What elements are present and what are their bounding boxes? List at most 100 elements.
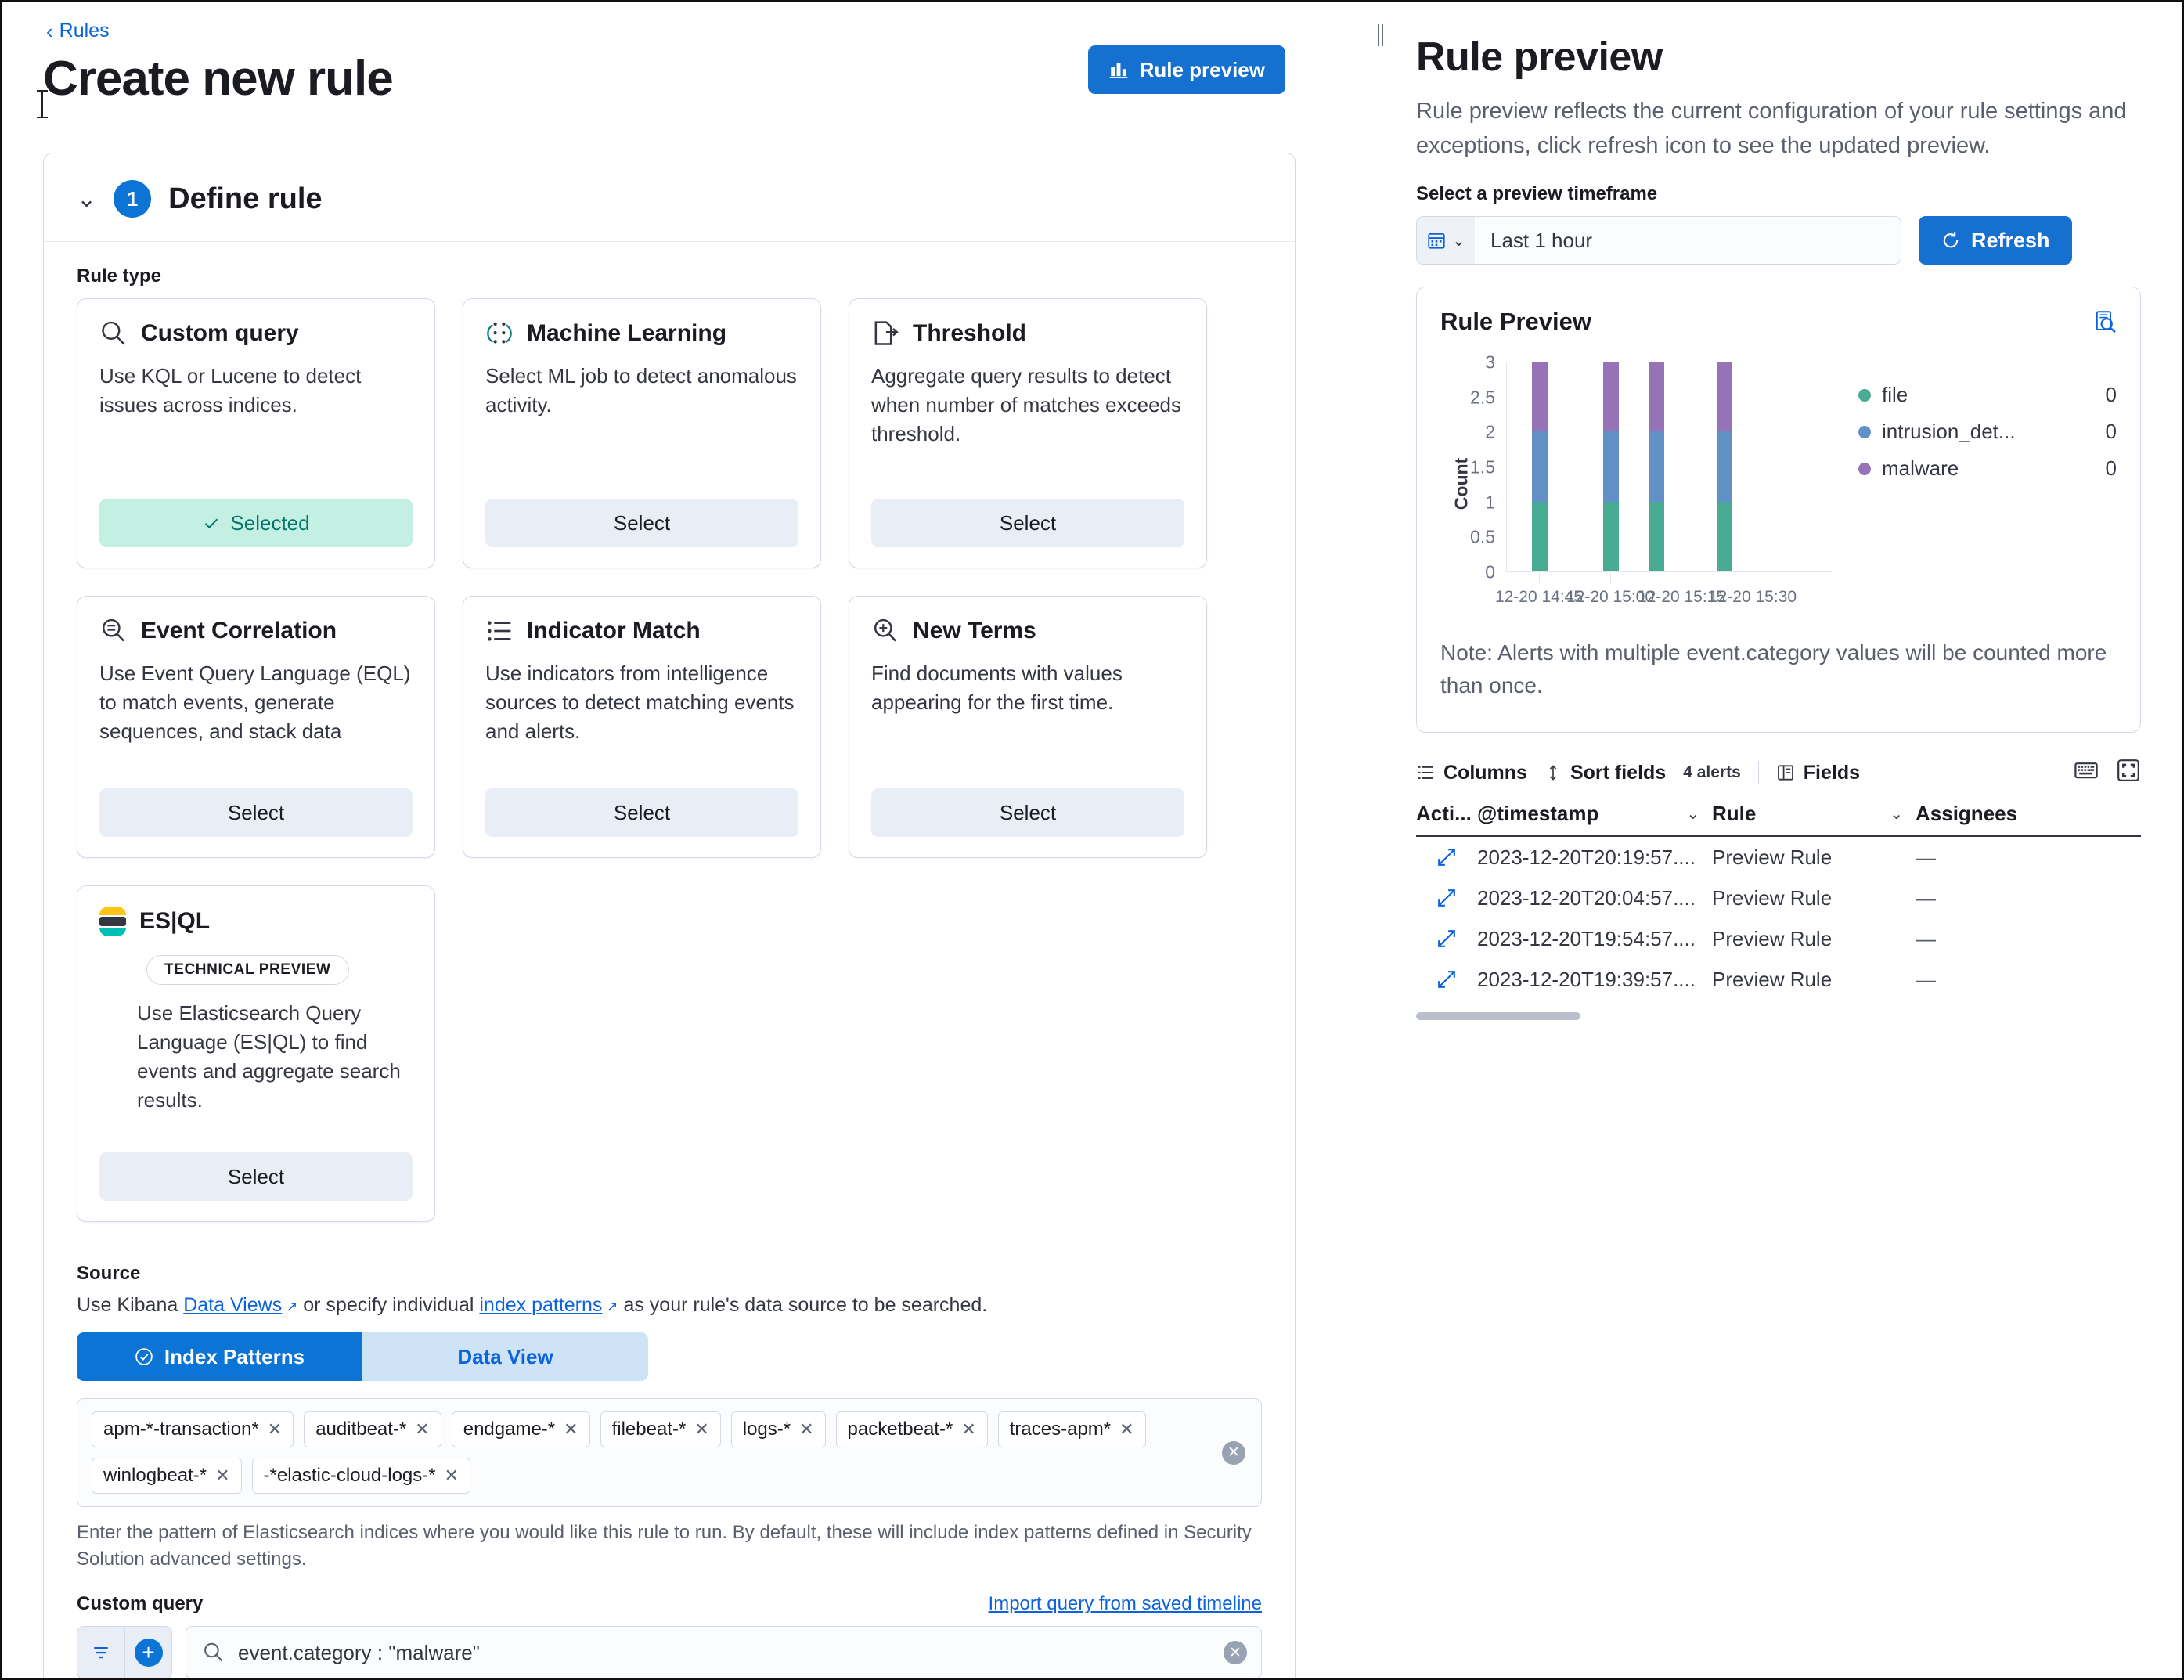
select-button-custom-query[interactable]: Selected	[99, 499, 413, 547]
select-button-label: Select	[999, 800, 1057, 824]
chip-remove-icon[interactable]: ✕	[1119, 1419, 1134, 1439]
select-button-indicator-match[interactable]: Select	[485, 788, 798, 837]
chip-remove-icon[interactable]: ✕	[694, 1419, 709, 1439]
select-button-new-terms[interactable]: Select	[871, 788, 1184, 837]
index-pattern-chip[interactable]: traces-apm* ✕	[997, 1411, 1146, 1447]
fullscreen-button[interactable]	[2116, 758, 2141, 788]
plus-circle-icon: +	[134, 1639, 163, 1667]
legend-item[interactable]: malware 0	[1858, 456, 2117, 481]
chip-remove-icon[interactable]: ✕	[564, 1419, 578, 1439]
keyboard-shortcuts-button[interactable]	[2074, 758, 2099, 788]
chevron-down-icon[interactable]: ⌄	[77, 186, 97, 212]
chip-remove-icon[interactable]: ✕	[799, 1419, 814, 1439]
chip-remove-icon[interactable]: ✕	[267, 1419, 283, 1439]
rule-type-card-custom-query[interactable]: Custom query Use KQL or Lucene to detect…	[77, 298, 435, 568]
table-row[interactable]: 2023-12-20T20:19:57.... Preview Rule —	[1416, 837, 2141, 878]
rule-type-card-new-terms[interactable]: New Terms Find documents with values app…	[849, 596, 1207, 858]
fields-button[interactable]: Fields	[1776, 762, 1860, 784]
select-button-esql[interactable]: Select	[99, 1152, 413, 1201]
select-button-threshold[interactable]: Select	[871, 499, 1184, 547]
horizontal-scrollbar[interactable]	[1416, 1012, 1580, 1020]
panel-resize-handle[interactable]	[1375, 2, 1386, 1678]
card-header: Custom query	[99, 319, 413, 348]
rule-type-card-machine-learning[interactable]: Machine Learning Select ML job to detect…	[463, 298, 821, 568]
bar-segment-malware	[1649, 362, 1664, 432]
column-header-timestamp[interactable]: @timestamp ⌄	[1477, 802, 1712, 826]
timeframe-control[interactable]: ⌄ Last 1 hour	[1416, 216, 1901, 265]
chevron-down-icon: ⌄	[1452, 232, 1465, 250]
chip-remove-icon[interactable]: ✕	[215, 1465, 230, 1485]
rule-type-card-esql[interactable]: ES|QL TECHNICAL PREVIEW Use Elasticsearc…	[77, 885, 435, 1222]
chevron-left-icon: ‹	[46, 19, 53, 43]
expand-row-icon[interactable]	[1416, 846, 1477, 868]
index-pattern-chip[interactable]: -*elastic-cloud-logs-* ✕	[251, 1458, 471, 1494]
expand-row-icon[interactable]	[1416, 968, 1477, 990]
column-header-rule[interactable]: Rule ⌄	[1712, 802, 1916, 826]
index-patterns-link[interactable]: index patterns	[479, 1294, 603, 1316]
chip-remove-icon[interactable]: ✕	[961, 1419, 976, 1439]
legend-item[interactable]: file 0	[1858, 383, 2117, 407]
cell-assignees: —	[1916, 885, 1936, 910]
inspect-icon[interactable]	[2093, 309, 2118, 338]
chevron-down-icon[interactable]: ⌄	[1890, 806, 1903, 823]
index-pattern-chip[interactable]: endgame-* ✕	[451, 1411, 590, 1447]
toolbar-right-actions	[2074, 758, 2141, 788]
chip-remove-icon[interactable]: ✕	[444, 1465, 460, 1485]
refresh-button[interactable]: Refresh	[1919, 216, 2072, 265]
card-header: Event Correlation	[99, 617, 413, 645]
tab-index-patterns[interactable]: Index Patterns	[77, 1332, 362, 1381]
index-pattern-chip[interactable]: winlogbeat-* ✕	[92, 1458, 242, 1494]
bar-segment-file	[1532, 501, 1548, 571]
rule-type-card-event-correlation[interactable]: Event Correlation Use Event Query Langua…	[77, 596, 435, 858]
cell-assignees: —	[1916, 926, 1936, 950]
import-query-link[interactable]: Import query from saved timeline	[988, 1593, 1262, 1615]
source-section: Source Use Kibana Data Views ↗ or specif…	[77, 1263, 1262, 1573]
add-filter-button[interactable]: +	[124, 1627, 171, 1678]
sort-fields-button[interactable]: Sort fields	[1544, 762, 1666, 784]
filter-button[interactable]	[77, 1627, 124, 1678]
chip-remove-icon[interactable]: ✕	[415, 1419, 430, 1439]
legend-item[interactable]: intrusion_det... 0	[1858, 420, 2117, 444]
table-row[interactable]: 2023-12-20T19:39:57.... Preview Rule —	[1416, 959, 2141, 1000]
timeframe-value[interactable]: Last 1 hour	[1490, 228, 1593, 252]
list-icon	[488, 621, 511, 641]
bar-segment-intrusion	[1649, 431, 1664, 502]
index-pattern-chip[interactable]: logs-* ✕	[730, 1411, 826, 1447]
define-rule-header[interactable]: ⌄ 1 Define rule	[44, 153, 1295, 242]
table-row[interactable]: 2023-12-20T19:54:57.... Preview Rule —	[1416, 918, 2141, 959]
alert-count: 4 alerts	[1683, 763, 1741, 781]
keyboard-icon	[2074, 762, 2098, 778]
chart-bar	[1532, 362, 1548, 571]
fields-label: Fields	[1803, 761, 1861, 784]
y-tick: 0	[1485, 561, 1495, 582]
clear-query-icon[interactable]: ✕	[1224, 1641, 1247, 1665]
data-views-link[interactable]: Data Views	[183, 1294, 283, 1316]
preview-chart: Count 3 2.5 2 1.5 1 0.5 0	[1440, 352, 2117, 607]
index-pattern-chip[interactable]: apm-*-transaction* ✕	[92, 1411, 294, 1447]
bar-segment-malware	[1603, 362, 1619, 432]
table-row[interactable]: 2023-12-20T20:04:57.... Preview Rule —	[1416, 878, 2141, 918]
select-button-machine-learning[interactable]: Select	[485, 499, 798, 547]
rule-preview-description: Rule preview reflects the current config…	[1416, 99, 2127, 158]
custom-query-input[interactable]: event.category : "malware" ✕	[186, 1626, 1262, 1678]
magnifier-plus-icon	[874, 618, 896, 642]
clear-index-patterns-icon[interactable]: ✕	[1222, 1440, 1245, 1465]
card-header: ES|QL	[99, 907, 413, 936]
columns-button[interactable]: Columns	[1416, 762, 1527, 784]
index-patterns-combobox[interactable]: apm-*-transaction* ✕ auditbeat-* ✕ endgame…	[77, 1398, 1262, 1507]
y-tick: 0.5	[1470, 526, 1495, 547]
index-pattern-chip[interactable]: auditbeat-* ✕	[304, 1411, 441, 1447]
chevron-down-icon[interactable]: ⌄	[1686, 806, 1699, 823]
rule-preview-button[interactable]: Rule preview	[1087, 45, 1285, 94]
select-button-event-correlation[interactable]: Select	[99, 788, 413, 837]
tab-data-view[interactable]: Data View	[362, 1332, 648, 1381]
card-description: Use Elasticsearch Query Language (ES|QL)…	[137, 1001, 401, 1112]
rule-type-card-threshold[interactable]: Threshold Aggregate query results to det…	[849, 298, 1207, 568]
index-pattern-chip[interactable]: packetbeat-* ✕	[835, 1411, 988, 1447]
breadcrumb[interactable]: ‹ Rules	[46, 20, 110, 42]
rule-type-card-indicator-match[interactable]: Indicator Match Use indicators from inte…	[463, 596, 821, 858]
index-pattern-chip[interactable]: filebeat-* ✕	[600, 1411, 721, 1447]
expand-row-icon[interactable]	[1416, 928, 1477, 950]
expand-row-icon[interactable]	[1416, 887, 1477, 909]
timeframe-calendar-button[interactable]: ⌄	[1417, 217, 1475, 264]
